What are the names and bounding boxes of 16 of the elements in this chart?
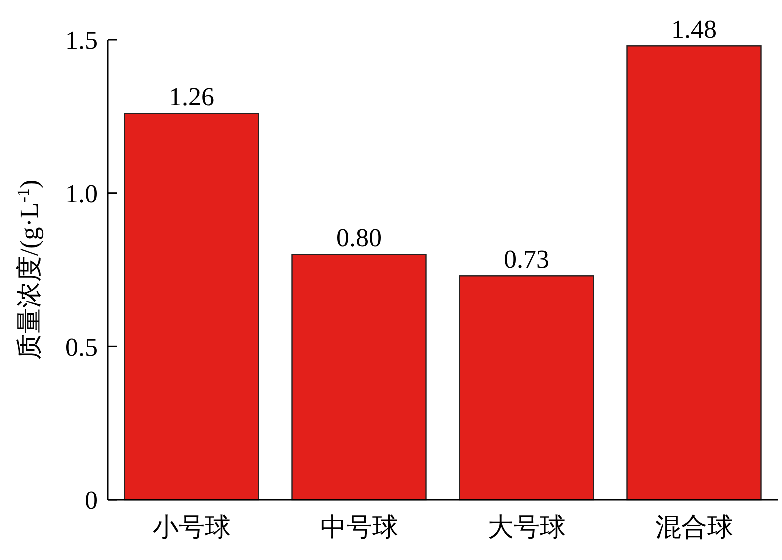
bar <box>459 276 594 501</box>
x-tick-label: 混合球 <box>655 513 734 542</box>
data-label: 1.48 <box>672 15 717 44</box>
x-tick-label: 大号球 <box>488 513 566 542</box>
data-label: 0.73 <box>504 245 550 274</box>
x-tick-label: 中号球 <box>320 513 398 542</box>
y-tick-label: 0.5 <box>66 332 98 362</box>
y-tick-label: 0 <box>85 486 98 516</box>
y-tick-label: 1.5 <box>66 26 98 56</box>
bar <box>292 254 427 501</box>
x-tick-label: 小号球 <box>152 513 231 542</box>
data-label: 1.26 <box>169 82 214 112</box>
data-label: 0.80 <box>336 224 382 253</box>
bar <box>124 113 260 501</box>
y-tick-label: 1.0 <box>66 179 98 208</box>
bar <box>626 46 762 501</box>
